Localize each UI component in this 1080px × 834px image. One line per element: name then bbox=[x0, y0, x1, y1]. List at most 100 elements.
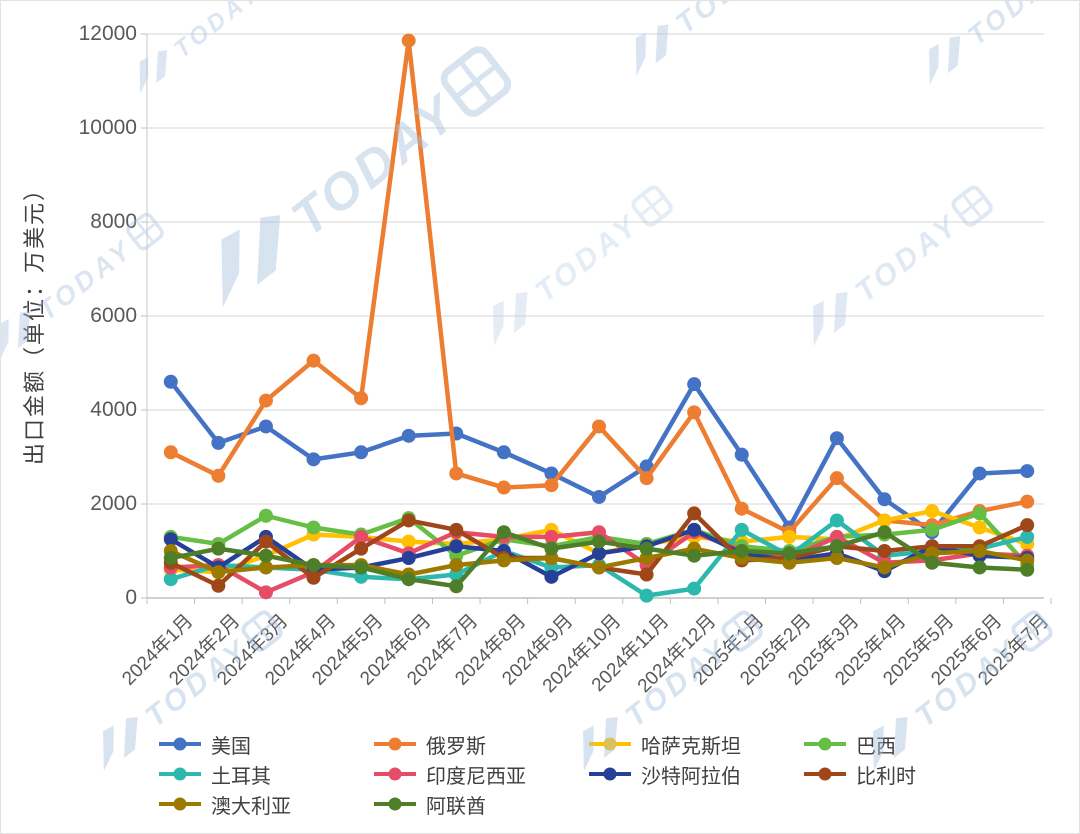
legend-label: 巴西 bbox=[856, 735, 896, 758]
legend-marker bbox=[159, 797, 201, 811]
data-point-阿联酋 bbox=[687, 548, 702, 563]
data-point-比利时 bbox=[401, 513, 416, 528]
data-point-阿联酋 bbox=[782, 546, 797, 561]
legend-item-比利时: 比利时 bbox=[802, 759, 1017, 789]
chart-legend: 美国 俄罗斯 哈萨克斯坦 巴西 土耳其 印度尼西亚 沙特阿拉伯 比利时 澳大利亚 阿联酋 bbox=[157, 729, 1057, 819]
data-point-比利时 bbox=[354, 541, 369, 556]
legend-item-澳大利亚: 澳大利亚 bbox=[157, 789, 372, 819]
data-point-印度尼西亚 bbox=[258, 585, 273, 600]
legend-marker bbox=[589, 767, 631, 781]
legend-marker bbox=[159, 737, 201, 751]
data-point-土耳其 bbox=[1020, 529, 1035, 544]
data-point-俄罗斯 bbox=[592, 419, 606, 434]
y-tick-label: 0 bbox=[125, 586, 137, 609]
data-point-比利时 bbox=[211, 578, 226, 593]
data-point-巴西 bbox=[306, 520, 321, 535]
data-point-比利时 bbox=[258, 534, 273, 549]
data-point-阿联酋 bbox=[163, 551, 178, 566]
data-point-澳大利亚 bbox=[592, 560, 606, 575]
legend-item-俄罗斯: 俄罗斯 bbox=[372, 729, 587, 759]
data-point-比利时 bbox=[449, 522, 464, 537]
y-tick-label: 6000 bbox=[90, 304, 137, 327]
data-point-比利时 bbox=[877, 544, 892, 558]
data-point-沙特阿拉伯 bbox=[544, 569, 559, 584]
data-point-印度尼西亚 bbox=[544, 529, 559, 544]
data-point-阿联酋 bbox=[829, 539, 844, 554]
data-point-俄罗斯 bbox=[639, 471, 654, 486]
data-point-澳大利亚 bbox=[496, 553, 511, 568]
data-point-沙特阿拉伯 bbox=[687, 522, 702, 537]
data-point-比利时 bbox=[306, 570, 321, 585]
legend-label: 美国 bbox=[211, 735, 251, 758]
data-point-阿联酋 bbox=[972, 560, 987, 575]
data-point-哈萨克斯坦 bbox=[877, 513, 892, 528]
legend-label: 沙特阿拉伯 bbox=[641, 765, 741, 788]
data-point-阿联酋 bbox=[592, 534, 606, 549]
data-point-美国 bbox=[1020, 464, 1035, 479]
legend-label: 澳大利亚 bbox=[211, 795, 291, 818]
series-line-美国 bbox=[168, 379, 1030, 535]
y-tick-label: 8000 bbox=[90, 210, 137, 233]
legend-item-美国: 美国 bbox=[157, 729, 372, 759]
data-point-俄罗斯 bbox=[211, 468, 226, 483]
data-point-阿联酋 bbox=[544, 541, 559, 556]
data-point-美国 bbox=[972, 466, 987, 481]
data-point-俄罗斯 bbox=[1020, 494, 1035, 509]
data-point-澳大利亚 bbox=[211, 565, 226, 580]
data-point-美国 bbox=[401, 428, 416, 443]
data-point-阿联酋 bbox=[639, 541, 654, 556]
data-point-土耳其 bbox=[734, 522, 749, 537]
data-point-阿联酋 bbox=[734, 544, 749, 558]
data-point-俄罗斯 bbox=[829, 471, 844, 486]
legend-marker bbox=[804, 767, 846, 781]
y-tick-label: 4000 bbox=[90, 398, 137, 421]
data-point-俄罗斯 bbox=[734, 501, 749, 516]
data-point-澳大利亚 bbox=[877, 560, 892, 575]
data-point-巴西 bbox=[925, 522, 940, 537]
data-point-土耳其 bbox=[163, 572, 178, 587]
data-point-阿联酋 bbox=[306, 558, 321, 573]
data-point-美国 bbox=[592, 489, 606, 504]
legend-label: 印度尼西亚 bbox=[426, 765, 526, 788]
data-point-阿联酋 bbox=[211, 541, 226, 556]
legend-marker bbox=[589, 737, 631, 751]
legend-label: 俄罗斯 bbox=[426, 735, 486, 758]
data-point-澳大利亚 bbox=[829, 551, 844, 566]
data-point-哈萨克斯坦 bbox=[782, 529, 797, 544]
data-point-美国 bbox=[544, 466, 559, 481]
legend-item-哈萨克斯坦: 哈萨克斯坦 bbox=[587, 729, 802, 759]
series-line-俄罗斯 bbox=[168, 38, 1030, 535]
legend-marker bbox=[804, 737, 846, 751]
data-point-比利时 bbox=[639, 567, 654, 582]
data-point-哈萨克斯坦 bbox=[401, 534, 416, 549]
data-point-美国 bbox=[734, 447, 749, 462]
legend-marker bbox=[374, 737, 416, 751]
data-point-美国 bbox=[163, 374, 178, 389]
data-point-阿联酋 bbox=[877, 525, 892, 540]
data-point-澳大利亚 bbox=[972, 544, 987, 558]
data-point-美国 bbox=[877, 492, 892, 507]
y-tick-label: 12000 bbox=[78, 22, 137, 45]
data-point-沙特阿拉伯 bbox=[401, 551, 416, 566]
data-point-土耳其 bbox=[687, 581, 702, 596]
data-point-哈萨克斯坦 bbox=[925, 504, 940, 519]
y-axis-title: 出口金额（单位：万美元） bbox=[22, 177, 47, 466]
data-point-阿联酋 bbox=[1020, 562, 1035, 577]
data-point-俄罗斯 bbox=[306, 353, 321, 368]
data-point-印度尼西亚 bbox=[354, 529, 369, 544]
data-point-阿联酋 bbox=[925, 555, 940, 570]
legend-label: 哈萨克斯坦 bbox=[641, 735, 741, 758]
data-point-美国 bbox=[496, 445, 511, 460]
data-point-哈萨克斯坦 bbox=[972, 520, 987, 535]
data-point-俄罗斯 bbox=[401, 33, 416, 48]
data-point-阿联酋 bbox=[401, 572, 416, 587]
data-point-沙特阿拉伯 bbox=[449, 539, 464, 554]
legend-marker bbox=[374, 797, 416, 811]
data-point-阿联酋 bbox=[258, 548, 273, 563]
y-tick-label: 10000 bbox=[78, 116, 137, 139]
data-point-沙特阿拉伯 bbox=[163, 532, 178, 547]
data-point-巴西 bbox=[258, 508, 273, 523]
data-point-土耳其 bbox=[639, 588, 654, 603]
